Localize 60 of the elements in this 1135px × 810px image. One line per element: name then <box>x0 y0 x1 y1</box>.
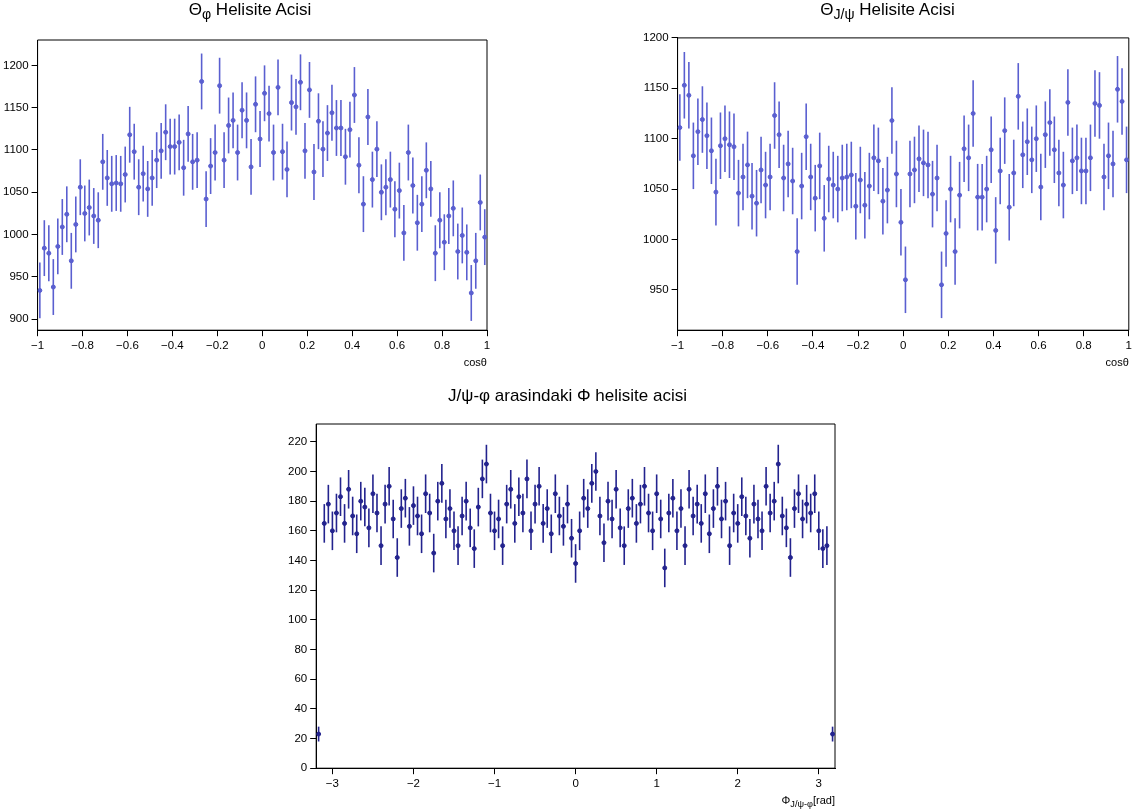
y-tick-label: 220 <box>288 434 308 447</box>
y-tick-label: 1050 <box>642 182 669 195</box>
x-tick-label: 0.4 <box>344 339 361 352</box>
x-tick-label: 3 <box>815 777 822 790</box>
y-tick-label: 160 <box>288 523 308 536</box>
y-tick-label: 950 <box>9 270 29 283</box>
y-tick-label: 1000 <box>2 227 29 240</box>
x-tick-label: −1 <box>31 339 45 352</box>
y-tick-label: 1000 <box>642 232 669 245</box>
y-tick-label: 80 <box>294 642 308 655</box>
x-tick-label: −1 <box>487 777 502 790</box>
chart-title: J/ψ-φ arasindaki Φ helisite acisi <box>447 386 688 406</box>
x-tick-label: −0.2 <box>846 339 870 352</box>
y-tick-label: 40 <box>294 702 308 715</box>
y-tick-label: 1100 <box>643 131 669 144</box>
x-tick-label: −0.4 <box>801 339 825 352</box>
x-tick-label: −0.8 <box>711 339 735 352</box>
x-tick-label: 0.6 <box>1030 339 1047 352</box>
x-tick-label: 0.2 <box>940 339 957 352</box>
x-tick-label: −3 <box>325 777 339 790</box>
x-tick-label: 0.8 <box>434 339 451 352</box>
x-tick-label: −0.6 <box>756 339 780 352</box>
y-tick-label: 20 <box>294 731 308 744</box>
x-axis-title: cosθ <box>1105 356 1129 368</box>
x-tick-label: −0.2 <box>206 339 229 352</box>
x-tick-label: 1 <box>653 777 660 790</box>
x-tick-label: 0.2 <box>299 339 316 352</box>
y-tick-label: 200 <box>288 464 308 477</box>
chart-title: Θ$_{J/ψ}$ Helisite Acisi <box>819 0 956 23</box>
y-tick-label: 60 <box>294 672 308 685</box>
x-tick-label: 0.8 <box>1075 339 1092 352</box>
y-tick-label: 1200 <box>642 31 669 44</box>
y-tick-label: 180 <box>288 494 308 507</box>
x-tick-label: 1 <box>483 339 491 352</box>
y-tick-label: 140 <box>288 553 308 566</box>
y-tick-label: 0 <box>300 761 308 774</box>
y-tick-label: 1050 <box>2 185 29 198</box>
y-tick-label: 120 <box>288 583 308 596</box>
y-tick-label: 1150 <box>643 81 669 94</box>
x-tick-label: 0.6 <box>389 339 406 352</box>
x-tick-label: −1 <box>671 339 685 352</box>
x-axis-title: cosθ <box>463 356 487 368</box>
y-tick-label: 100 <box>288 613 308 626</box>
y-tick-label: 1200 <box>2 58 29 71</box>
x-tick-label: −0.8 <box>71 339 94 352</box>
y-tick-label: 1150 <box>3 100 29 113</box>
x-tick-label: 0 <box>259 339 266 352</box>
x-tick-label: 1 <box>1125 339 1133 352</box>
x-axis-title: Φ$_{J/ψ-φ}$[rad] <box>781 794 835 810</box>
x-tick-label: −0.4 <box>161 339 185 352</box>
x-tick-label: −2 <box>406 777 421 790</box>
y-tick-label: 900 <box>9 312 29 325</box>
x-tick-label: 0.4 <box>985 339 1003 352</box>
y-tick-label: 1100 <box>3 143 29 156</box>
chart-title: Θ$_{φ}$ Helisite Acisi <box>187 0 313 23</box>
x-tick-label: −0.6 <box>116 339 139 352</box>
y-tick-label: 950 <box>649 283 669 296</box>
x-tick-label: 0 <box>572 777 579 790</box>
x-tick-label: 2 <box>734 777 741 790</box>
x-tick-label: 0 <box>899 339 907 352</box>
